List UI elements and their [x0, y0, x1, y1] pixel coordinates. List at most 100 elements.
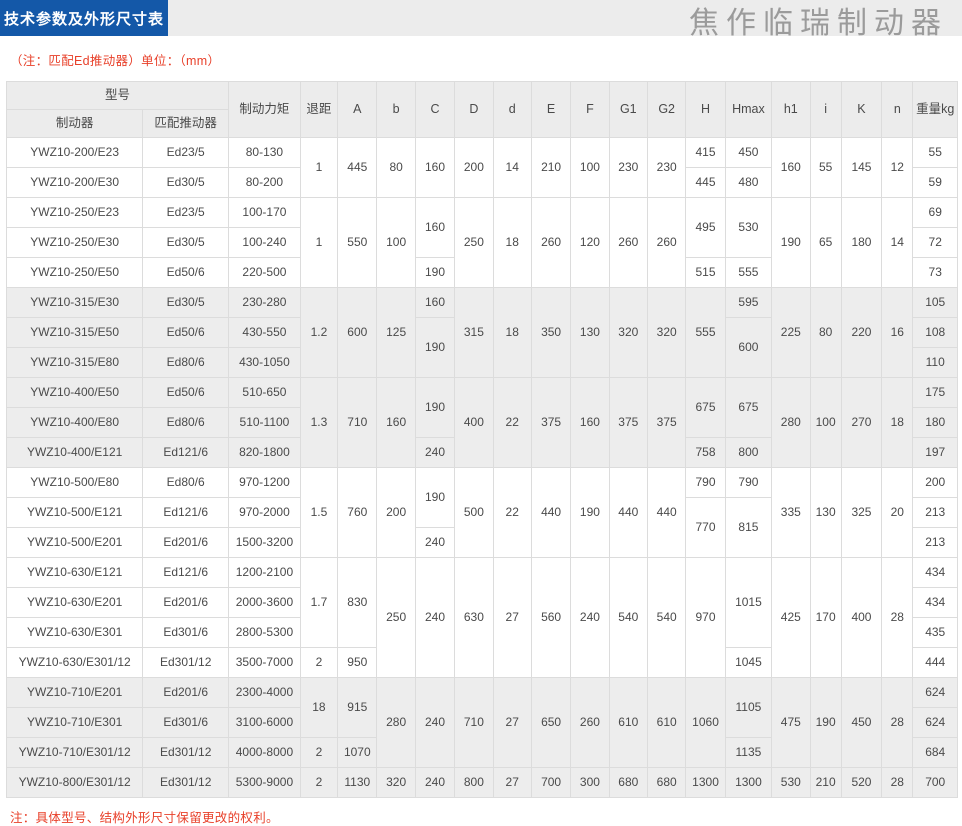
- table-row: YWZ10-710/E201 Ed201/6 2300-4000 18 915 280 24…: [5, 677, 958, 768]
- cell-matched-pusher: Ed301/12: [142, 647, 230, 678]
- cell-b: 160: [376, 377, 416, 468]
- cell-A: 710: [337, 377, 378, 468]
- header-retreat: 退距: [299, 81, 339, 138]
- cell-A: 915: [337, 677, 378, 738]
- cell-brake-torque: 230-280: [228, 287, 301, 318]
- cell-brake-torque: 430-1050: [228, 347, 301, 378]
- cell-brake-model: YWZ10-315/E30: [5, 287, 144, 318]
- cell-G1: 610: [608, 677, 648, 768]
- cell-weight: 73: [912, 257, 958, 288]
- cell-brake-model: YWZ10-400/E121: [5, 437, 144, 468]
- cell-C: 160: [414, 137, 456, 198]
- cell-Hmax: 1300: [724, 767, 773, 798]
- cell-brake-torque: 80-200: [228, 167, 301, 198]
- cell-i: 210: [809, 767, 842, 798]
- cell-brake-model: YWZ10-400/E50: [5, 377, 144, 408]
- cell-weight: 435: [912, 617, 958, 648]
- header-row-top: 型号 制动力矩 退距 A b C D d E F G1 G2 H Hmax h1…: [5, 81, 958, 138]
- cell-brake-torque: 4000-8000: [228, 737, 301, 768]
- cell-A: 830: [337, 557, 378, 648]
- header-K: K: [840, 81, 883, 138]
- cell-G1: 540: [608, 557, 648, 678]
- cell-H: 1300: [685, 767, 726, 798]
- cell-b: 80: [376, 137, 416, 198]
- cell-K: 520: [840, 767, 883, 798]
- cell-brake-torque: 430-550: [228, 317, 301, 348]
- table-body: YWZ10-200/E23 Ed23/5 80-130 1 445 80 160 200 14 2…: [5, 137, 958, 798]
- cell-h1: 530: [771, 767, 811, 798]
- cell-G1: 230: [608, 137, 648, 198]
- header-C: C: [414, 81, 456, 138]
- cell-brake-model: YWZ10-500/E201: [5, 527, 144, 558]
- cell-brake-torque: 3100-6000: [228, 707, 301, 738]
- cell-A: 1070: [337, 737, 378, 768]
- cell-matched-pusher: Ed23/5: [142, 137, 230, 168]
- cell-Hmax: 450: [724, 137, 773, 168]
- cell-Hmax: 800: [724, 437, 773, 468]
- cell-brake-model: YWZ10-710/E301/12: [5, 737, 144, 768]
- cell-n: 28: [881, 677, 914, 768]
- cell-matched-pusher: Ed301/12: [142, 767, 230, 798]
- cell-Hmax: 675: [724, 377, 773, 438]
- cell-matched-pusher: Ed201/6: [142, 587, 230, 618]
- cell-brake-model: YWZ10-315/E80: [5, 347, 144, 378]
- table-row: YWZ10-250/E23 Ed23/5 100-170 1 550 100 160 250 1…: [5, 197, 958, 288]
- cell-A: 550: [337, 197, 378, 288]
- cell-d: 27: [492, 677, 532, 768]
- cell-i: 190: [809, 677, 842, 768]
- cell-brake-model: YWZ10-710/E201: [5, 677, 144, 708]
- cell-brake-torque: 5300-9000: [228, 767, 301, 798]
- cell-retreat: 1.2: [299, 287, 339, 378]
- cell-G2: 375: [646, 377, 687, 468]
- cell-weight: 59: [912, 167, 958, 198]
- cell-brake-torque: 220-500: [228, 257, 301, 288]
- cell-Hmax: 595: [724, 287, 773, 318]
- cell-retreat: 18: [299, 677, 339, 738]
- table-row: YWZ10-200/E30 Ed30/5 80-200 445 480 59: [5, 167, 958, 198]
- cell-G2: 610: [646, 677, 687, 768]
- cell-G1: 375: [608, 377, 648, 468]
- cell-F: 100: [570, 137, 610, 198]
- header-model-group: 型号: [5, 81, 230, 110]
- cell-K: 400: [840, 557, 883, 678]
- cell-Hmax: 1045: [724, 647, 773, 678]
- cell-brake-model: YWZ10-630/E301: [5, 617, 144, 648]
- cell-b: 280: [376, 677, 416, 768]
- cell-H: 758: [685, 437, 726, 468]
- cell-F: 130: [570, 287, 610, 378]
- cell-retreat: 2: [299, 647, 339, 678]
- cell-b: 100: [376, 197, 416, 288]
- cell-D: 400: [454, 377, 494, 468]
- cell-n: 16: [881, 287, 914, 378]
- header-d: d: [492, 81, 532, 138]
- cell-brake-model: YWZ10-630/E301/12: [5, 647, 144, 678]
- cell-C: 160: [414, 197, 456, 258]
- cell-D: 500: [454, 467, 494, 558]
- cell-brake-model: YWZ10-500/E121: [5, 497, 144, 528]
- cell-weight: 108: [912, 317, 958, 348]
- cell-Hmax: 600: [724, 317, 773, 378]
- cell-brake-model: YWZ10-250/E50: [5, 257, 144, 288]
- cell-brake-torque: 3500-7000: [228, 647, 301, 678]
- cell-d: 22: [492, 467, 532, 558]
- header-Hmax: Hmax: [724, 81, 773, 138]
- cell-matched-pusher: Ed80/6: [142, 467, 230, 498]
- cell-matched-pusher: Ed80/6: [142, 347, 230, 378]
- cell-n: 20: [881, 467, 914, 558]
- cell-h1: 280: [771, 377, 811, 468]
- cell-d: 27: [492, 767, 532, 798]
- cell-matched-pusher: Ed50/6: [142, 257, 230, 288]
- cell-weight: 69: [912, 197, 958, 228]
- cell-K: 450: [840, 677, 883, 768]
- cell-H: 415: [685, 137, 726, 168]
- cell-G2: 260: [646, 197, 687, 288]
- cell-retreat: 1.3: [299, 377, 339, 468]
- cell-brake-torque: 510-1100: [228, 407, 301, 438]
- table-row: YWZ10-500/E201 Ed201/6 1500-3200 240 213: [5, 527, 958, 558]
- cell-F: 160: [570, 377, 610, 468]
- cell-b: 125: [376, 287, 416, 378]
- cell-d: 18: [492, 197, 532, 288]
- cell-brake-torque: 80-130: [228, 137, 301, 168]
- cell-Hmax: 1015: [724, 557, 773, 648]
- header-E: E: [530, 81, 572, 138]
